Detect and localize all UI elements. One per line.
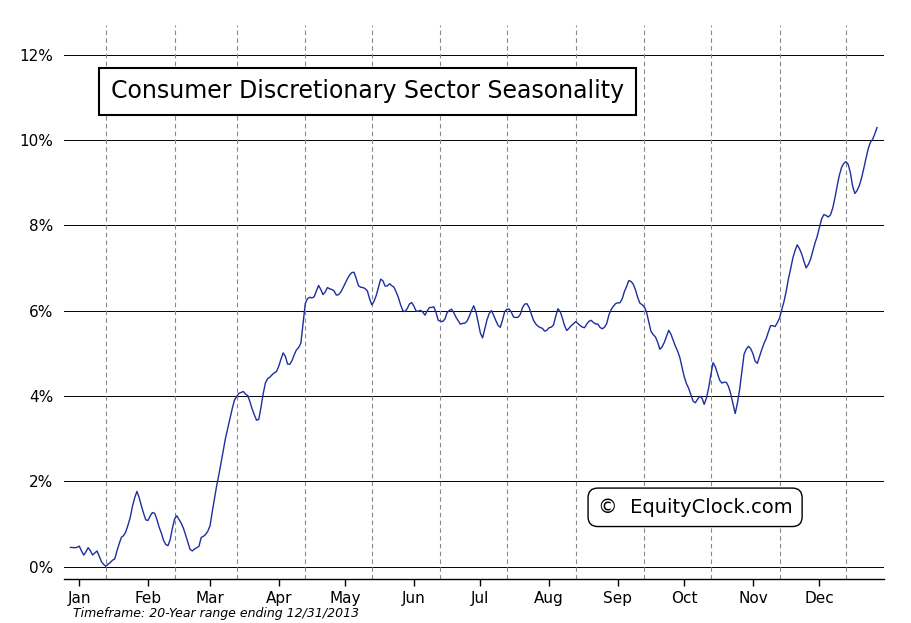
Text: Timeframe: 20-Year range ending 12/31/2013: Timeframe: 20-Year range ending 12/31/20… bbox=[73, 607, 359, 620]
Text: Consumer Discretionary Sector Seasonality: Consumer Discretionary Sector Seasonalit… bbox=[110, 80, 624, 103]
Text: ©  EquityClock.com: © EquityClock.com bbox=[598, 498, 793, 517]
